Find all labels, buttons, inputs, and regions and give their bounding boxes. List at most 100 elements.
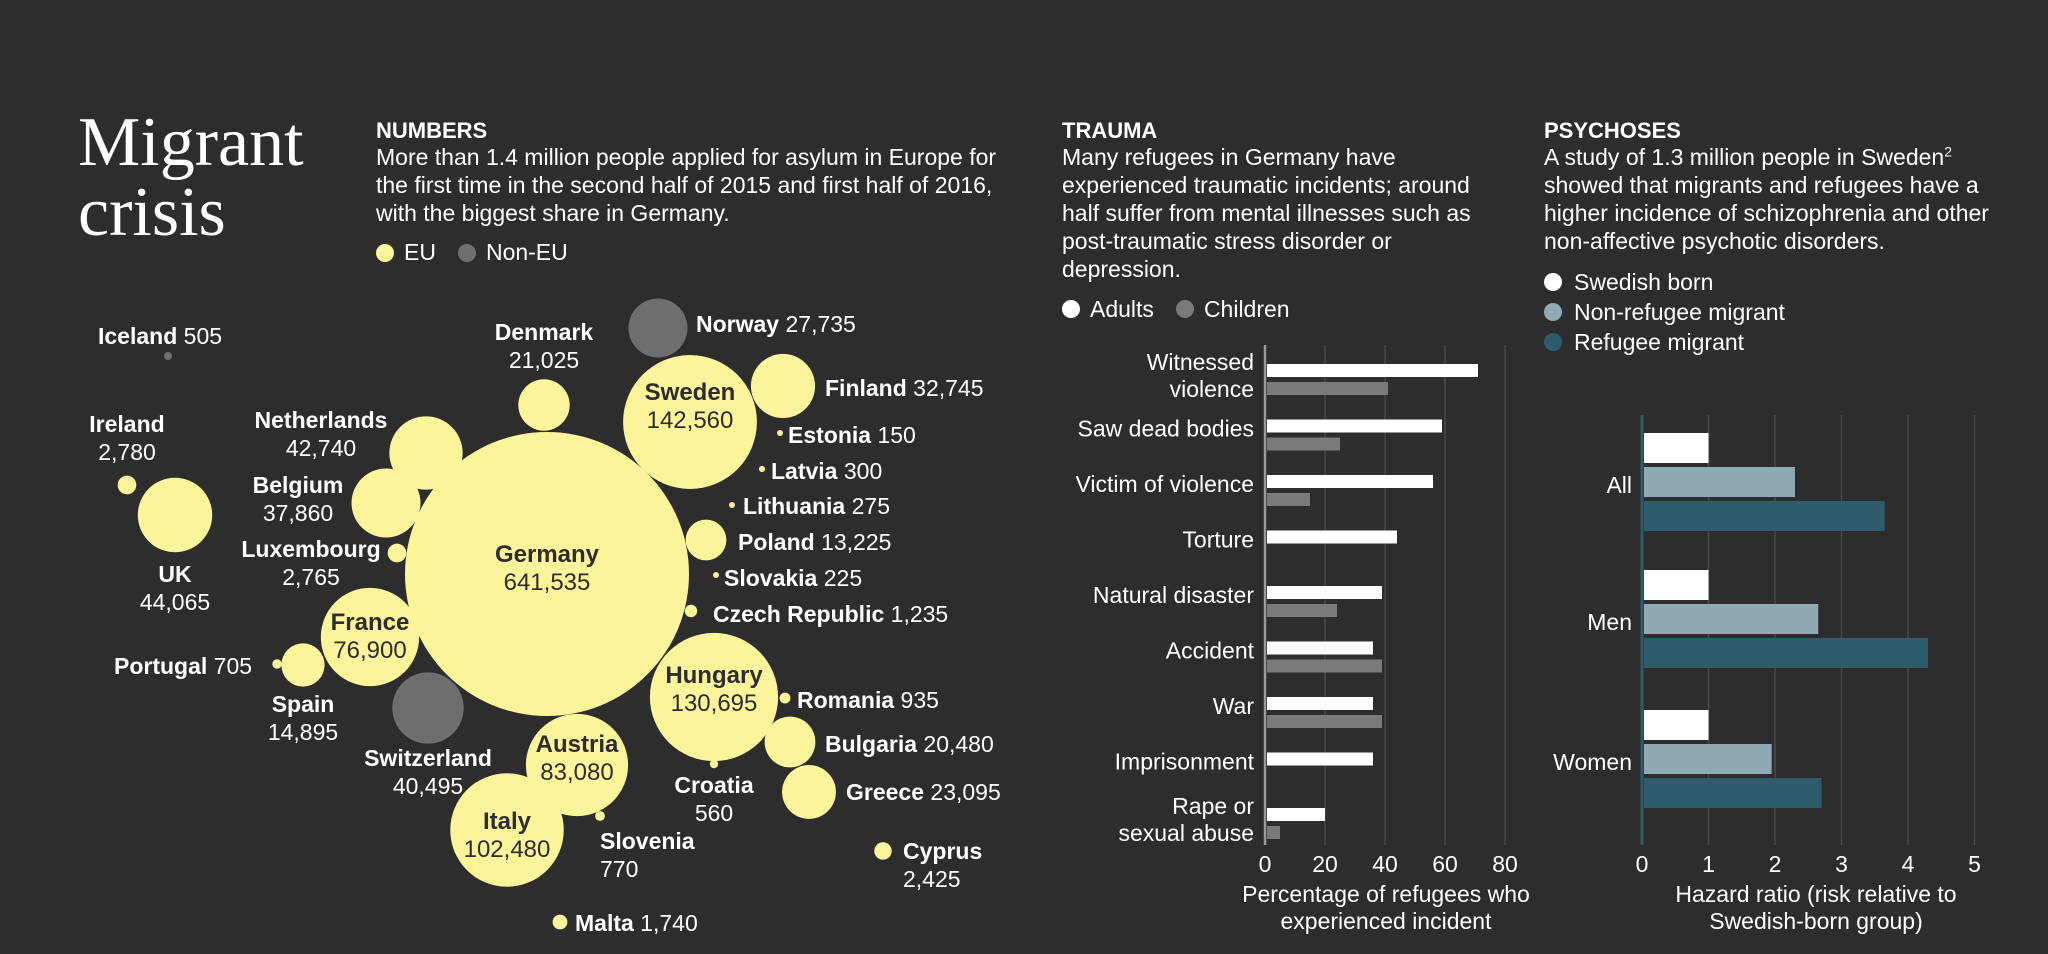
country-name-belgium: Belgium bbox=[253, 472, 344, 498]
trauma-category-saw-dead-bodies: Saw dead bodies bbox=[1078, 416, 1254, 442]
bubble-label-portugal: Portugal 705 bbox=[114, 653, 252, 679]
trauma-category-war: War bbox=[1213, 693, 1255, 719]
trauma-category-line: Rape or bbox=[1172, 793, 1254, 819]
trauma-bar-adults-accident bbox=[1267, 641, 1373, 655]
legend-item-non-eu: Non-EU bbox=[457, 239, 568, 266]
trauma-description: Many refugees in Germany have experience… bbox=[1062, 144, 1471, 283]
trauma-category-accident: Accident bbox=[1166, 638, 1255, 664]
country-value-finland: 32,745 bbox=[907, 375, 984, 401]
country-value-germany: 641,535 bbox=[504, 569, 591, 596]
country-value-denmark: 21,025 bbox=[509, 347, 579, 373]
bubble-bulgaria bbox=[764, 716, 816, 768]
legend-swatch-swedish-born bbox=[1544, 273, 1562, 292]
country-value-slovakia: 225 bbox=[817, 565, 862, 591]
country-name-cyprus: Cyprus bbox=[903, 838, 982, 864]
country-value-austria: 83,080 bbox=[540, 759, 613, 786]
country-value-spain: 14,895 bbox=[268, 719, 338, 745]
trauma-category-line: Natural disaster bbox=[1093, 582, 1254, 608]
country-name-romania: Romania bbox=[797, 687, 894, 713]
psych-bar-non-refugee-migrant-women bbox=[1644, 744, 1772, 774]
psych-tick-2: 2 bbox=[1769, 851, 1782, 877]
legend-item-swedish-born: Swedish born bbox=[1544, 267, 2014, 297]
trauma-section: TRAUMA Many refugees in Germany have exp… bbox=[1062, 118, 1512, 323]
legend-item-adults: Adults bbox=[1062, 296, 1154, 323]
trauma-bar-children-accident bbox=[1267, 659, 1382, 673]
country-name-sweden: Sweden bbox=[645, 379, 736, 406]
trauma-category-line: Victim of violence bbox=[1075, 471, 1254, 497]
psych-tick-5: 5 bbox=[1968, 851, 1981, 877]
bubble-sweden bbox=[623, 355, 757, 489]
bubble-spain bbox=[281, 643, 325, 687]
country-name-slovenia: Slovenia bbox=[600, 828, 695, 854]
trauma-bar-adults-imprisonment bbox=[1267, 752, 1373, 766]
psych-tick-3: 3 bbox=[1835, 851, 1848, 877]
bubble-switzerland bbox=[392, 672, 464, 744]
bubble-hungary bbox=[649, 632, 779, 762]
bubble-latvia bbox=[758, 465, 766, 473]
bubble-label-estonia: Estonia 150 bbox=[788, 422, 916, 448]
legend-swatch-non-eu bbox=[457, 243, 476, 262]
legend-item-non-refugee-migrant: Non-refugee migrant bbox=[1544, 297, 2014, 327]
trauma-category-witnessed-violence: Witnessed violence bbox=[1147, 349, 1254, 402]
country-name-bulgaria: Bulgaria bbox=[825, 731, 917, 757]
trauma-tick-60: 60 bbox=[1432, 851, 1458, 877]
trauma-tick-0: 0 bbox=[1259, 851, 1272, 877]
country-name-czech-republic: Czech Republic bbox=[713, 601, 884, 627]
bubble-uk bbox=[137, 477, 213, 553]
country-value-estonia: 150 bbox=[871, 422, 916, 448]
trauma-bar-adults-natural-disaster bbox=[1267, 586, 1382, 599]
country-value-romania: 935 bbox=[894, 687, 939, 713]
bubble-label-malta: Malta 1,740 bbox=[575, 910, 698, 936]
country-name-latvia: Latvia bbox=[771, 458, 838, 484]
psychoses-description-end: showed that migrants and refugees have a… bbox=[1544, 172, 1989, 255]
trauma-tick-80: 80 bbox=[1492, 851, 1518, 877]
trauma-category-imprisonment: Imprisonment bbox=[1115, 749, 1255, 775]
bubble-label-greece: Greece 23,095 bbox=[846, 779, 1001, 805]
bubble-ireland bbox=[117, 475, 137, 495]
bubble-label-finland: Finland 32,745 bbox=[825, 375, 984, 401]
trauma-bar-adults-saw-dead-bodies bbox=[1267, 419, 1442, 433]
bubble-austria bbox=[525, 713, 629, 817]
country-value-france: 76,900 bbox=[333, 637, 406, 664]
country-value-greece: 23,095 bbox=[924, 779, 1001, 805]
country-name-croatia: Croatia bbox=[674, 772, 753, 798]
country-value-latvia: 300 bbox=[837, 458, 882, 484]
country-value-sweden: 142,560 bbox=[647, 407, 734, 434]
country-value-norway: 27,735 bbox=[779, 311, 856, 337]
bubble-lithuania bbox=[729, 502, 735, 508]
trauma-bar-adults-torture bbox=[1267, 530, 1397, 544]
trauma-category-line: Witnessed bbox=[1147, 349, 1254, 375]
country-name-portugal: Portugal bbox=[114, 653, 207, 679]
bubble-norway bbox=[628, 298, 688, 358]
trauma-bar-children-victim-of-violence bbox=[1267, 493, 1310, 506]
trauma-category-line: violence bbox=[1170, 376, 1254, 402]
country-value-cyprus: 2,425 bbox=[903, 866, 961, 892]
trauma-category-line: Imprisonment bbox=[1115, 749, 1255, 775]
country-name-denmark: Denmark bbox=[495, 319, 594, 345]
psych-tick-4: 4 bbox=[1902, 851, 1915, 877]
legend-label-eu: EU bbox=[404, 239, 436, 266]
bubble-iceland bbox=[164, 352, 172, 360]
country-value-malta: 1,740 bbox=[634, 910, 698, 936]
country-name-lithuania: Lithuania bbox=[743, 493, 845, 519]
country-name-ireland: Ireland bbox=[89, 411, 164, 437]
bubble-label-poland: Poland 13,225 bbox=[738, 529, 891, 555]
country-value-lithuania: 275 bbox=[845, 493, 890, 519]
bubble-label-romania: Romania 935 bbox=[797, 687, 939, 713]
legend-label-non-eu: Non-EU bbox=[485, 239, 568, 266]
bubble-label-bulgaria: Bulgaria 20,480 bbox=[825, 731, 994, 757]
trauma-bar-children-witnessed-violence bbox=[1267, 382, 1388, 395]
trauma-category-line: Saw dead bodies bbox=[1078, 416, 1254, 442]
country-value-croatia: 560 bbox=[695, 800, 733, 826]
psychoses-legend: Swedish born Non-refugee migrant Refugee… bbox=[1544, 267, 2014, 357]
legend-label-refugee-migrant: Refugee migrant bbox=[1574, 328, 1745, 355]
bubble-germany bbox=[405, 432, 689, 716]
numbers-section: NUMBERS More than 1.4 million people app… bbox=[376, 118, 1016, 266]
psych-category-all: All bbox=[1606, 472, 1632, 498]
bubble-portugal bbox=[272, 659, 282, 669]
country-value-luxembourg: 2,765 bbox=[282, 564, 340, 590]
bubble-poland bbox=[685, 519, 727, 561]
legend-swatch-non-refugee-migrant bbox=[1544, 303, 1562, 322]
trauma-bar-children-war bbox=[1267, 715, 1382, 728]
